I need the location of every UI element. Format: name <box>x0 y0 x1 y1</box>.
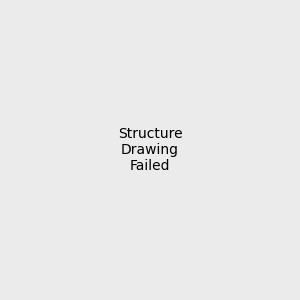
Text: Structure
Drawing
Failed: Structure Drawing Failed <box>118 127 182 173</box>
